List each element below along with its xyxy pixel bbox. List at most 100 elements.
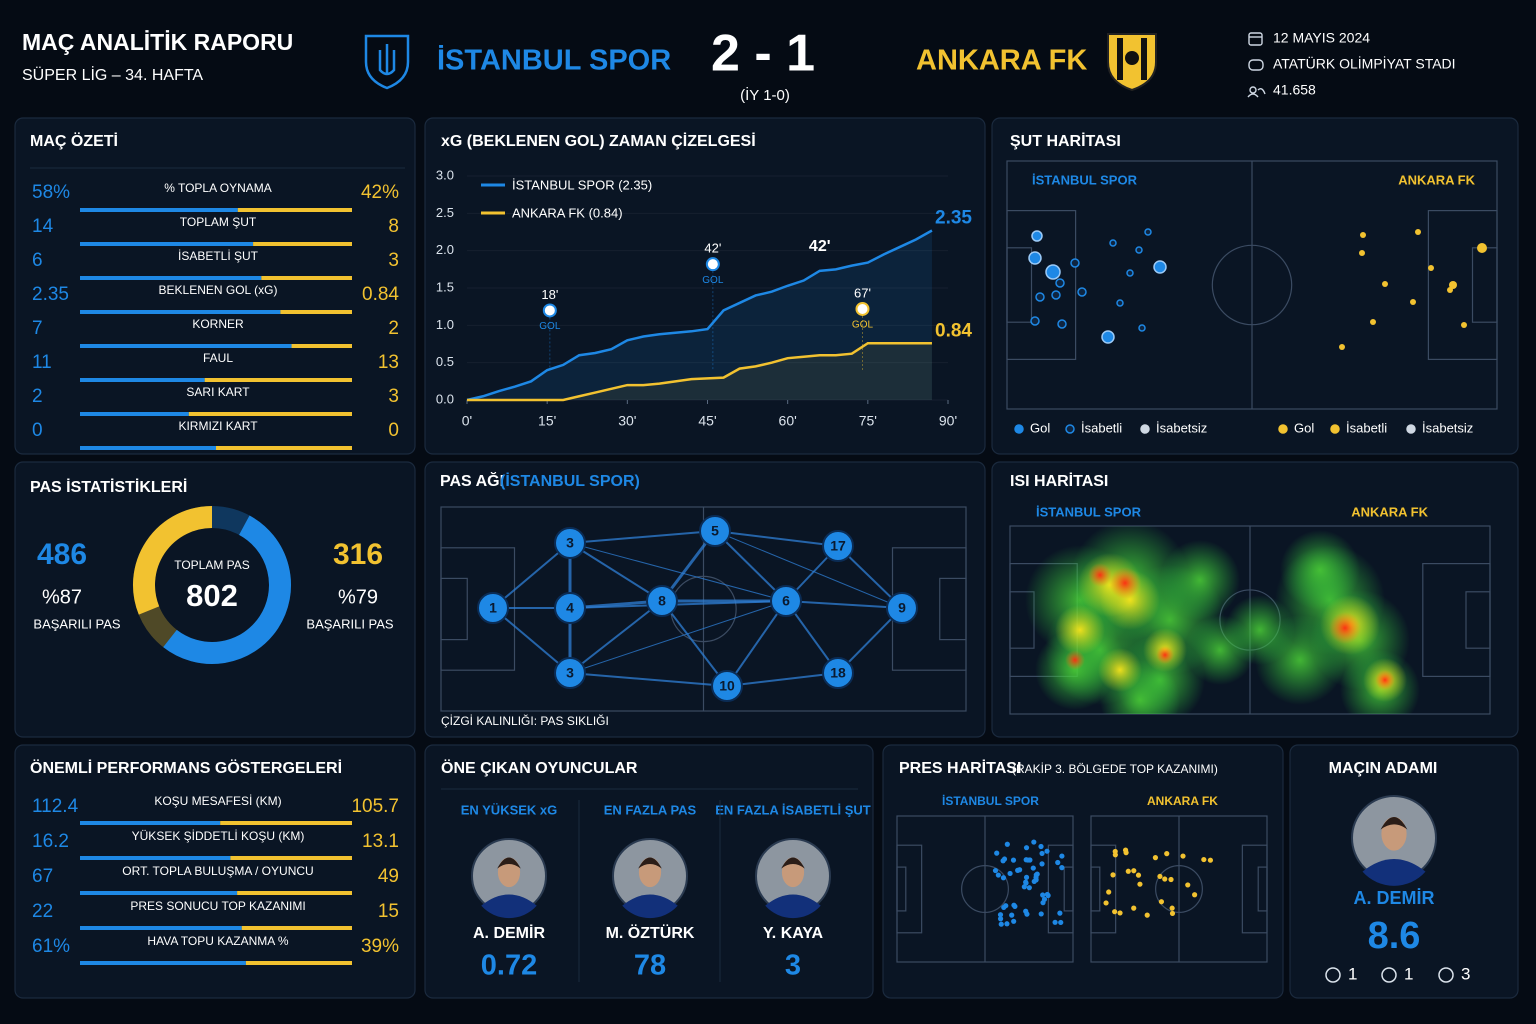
goal-minute: 42' — [809, 238, 831, 255]
avatar-hair — [497, 857, 521, 869]
away-value: 2 — [388, 318, 399, 339]
player-name: M. ÖZTÜRK — [606, 923, 695, 942]
shot — [1153, 260, 1167, 274]
press-dot — [1112, 852, 1118, 858]
pitch-box — [1465, 591, 1491, 649]
shot — [1144, 228, 1152, 236]
pitch-box — [939, 577, 967, 641]
heat-blob — [1065, 650, 1085, 670]
y-tick-label: 1.5 — [436, 279, 454, 294]
press-dot — [1168, 876, 1174, 883]
player-node — [822, 657, 854, 689]
player-avatar — [1351, 795, 1437, 886]
legend-dot — [1014, 424, 1024, 434]
press-dot — [1158, 899, 1165, 905]
home-value: 16.2 — [32, 831, 69, 852]
pass-accuracy: %87 — [42, 586, 82, 608]
motm-stat: 1 — [1348, 964, 1357, 983]
avatar-hair — [638, 857, 662, 869]
panel-subtitle: (RAKİP 3. BÖLGEDE TOP KAZANIMI) — [1012, 762, 1218, 776]
match-date: 12 MAYIS 2024 — [1273, 30, 1370, 46]
pass-link — [726, 672, 839, 687]
press-dot — [1110, 872, 1116, 878]
player-node — [554, 657, 586, 689]
goal-minute: 18' — [541, 287, 558, 302]
panel-title: PRES HARİTASI — [899, 759, 1021, 777]
heat-blob — [1109, 567, 1141, 599]
press-dot — [1030, 865, 1036, 871]
pass-link — [714, 530, 903, 609]
stat-icon — [1438, 967, 1454, 983]
pitch-box — [1063, 866, 1074, 912]
shot — [1449, 281, 1457, 289]
shot — [1461, 322, 1467, 328]
donut-total: 802 — [186, 578, 238, 613]
shot — [1109, 239, 1117, 247]
home-value: 58% — [32, 182, 70, 203]
press-dot — [1031, 839, 1037, 845]
away-team: ANKARA FK — [916, 45, 1087, 77]
legend-label: İSTANBUL SPOR (2.35) — [512, 177, 652, 192]
home-value: 2 — [32, 386, 43, 407]
press-dot — [1023, 845, 1030, 851]
stat-icon — [1325, 967, 1341, 983]
y-tick-label: 0.5 — [436, 354, 454, 369]
pitch — [896, 815, 1074, 963]
panel-title: xG (BEKLENEN GOL) ZAMAN ÇİZELGESİ — [441, 132, 756, 150]
x-tick-label: 0' — [462, 413, 472, 429]
stat-label: TOPLAM ŞUT — [180, 215, 257, 229]
press-dot — [1011, 918, 1017, 924]
goal-note: GOL — [852, 320, 874, 331]
player-value: 0.72 — [481, 950, 537, 982]
pass-link — [569, 672, 728, 687]
press-dot — [1162, 876, 1168, 882]
legend-label: ANKARA FK (0.84) — [512, 205, 623, 220]
player-node — [822, 530, 854, 562]
heat-blob — [1280, 530, 1360, 610]
press-dot — [1131, 868, 1137, 874]
player-node — [699, 515, 731, 547]
press-dot — [1024, 911, 1030, 917]
heat-blob — [1055, 605, 1105, 655]
press-dot — [1185, 882, 1191, 888]
shot — [1051, 290, 1061, 300]
node-label: 1 — [489, 600, 497, 616]
pass-link — [569, 600, 663, 674]
stat-label: ORT. TOPLA BULUŞMA / OYUNCU — [122, 864, 313, 878]
pitch-box — [1090, 866, 1101, 912]
xg-line — [466, 229, 933, 402]
heat-blob — [1375, 670, 1395, 690]
y-tick-label: 2.0 — [436, 242, 454, 257]
press-dot — [1007, 870, 1013, 877]
pitch — [1090, 815, 1268, 963]
press-dot — [1044, 848, 1050, 854]
pitch-circle — [1211, 244, 1293, 326]
player-avatar — [755, 838, 831, 919]
pitch-box — [896, 866, 907, 912]
home-bar — [80, 378, 205, 382]
pass-accuracy: %79 — [338, 586, 378, 608]
press-dot — [1137, 881, 1143, 887]
press-dot — [1021, 884, 1027, 890]
shot — [1447, 287, 1453, 293]
goal-note: GOL — [539, 321, 561, 332]
ball-icon — [705, 257, 720, 272]
press-dot — [1058, 919, 1064, 926]
home-bar — [80, 961, 246, 965]
press-dot — [997, 912, 1004, 918]
home-bar — [80, 276, 262, 280]
press-dot — [1001, 856, 1008, 862]
shot — [1477, 243, 1487, 253]
team-label: İSTANBUL SPOR — [1032, 172, 1138, 187]
shot — [1382, 281, 1388, 287]
pass-count: 316 — [333, 538, 383, 571]
press-dot — [995, 872, 1001, 878]
y-tick-label: 1.0 — [436, 317, 454, 332]
x-tick-label: 60' — [779, 413, 797, 429]
ball-icon — [542, 303, 557, 318]
press-dot — [1009, 912, 1015, 918]
home-badge — [364, 34, 410, 90]
player-node — [554, 527, 586, 559]
avatar-body — [622, 894, 678, 919]
panel-title: PAS İSTATİSTİKLERİ — [30, 478, 187, 496]
